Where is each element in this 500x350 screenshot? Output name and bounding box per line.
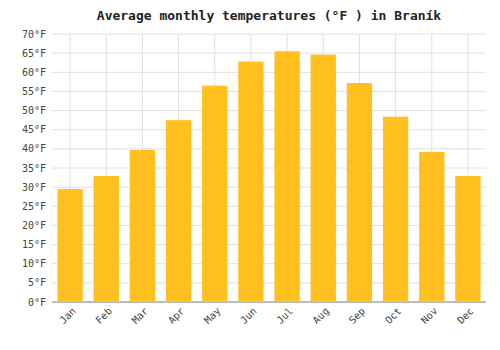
chart: Average monthly temperatures (°F ) in Br… [0,0,500,350]
y-tick-label: 60°F [22,67,46,78]
bars [57,51,480,302]
title: Average monthly temperatures (°F ) in Br… [97,8,442,23]
grid [52,34,486,302]
y-tick-label: 40°F [22,143,46,154]
y-tick-label: 30°F [22,182,46,193]
x-tick-label: Jan [57,305,78,326]
bar [311,55,336,302]
y-grid-line [52,72,486,73]
x-tick-label: Jul [274,305,295,326]
y-grid-line [52,53,486,54]
x-tick-label: Oct [383,305,404,326]
y-tick-label: 55°F [22,86,46,97]
y-grid-line [52,34,486,35]
axes: 0°F 5°F 10°F 15°F 20°F 25°F 30°F 35°F 40°F 45°F 50… [22,29,486,326]
y-tick-label: 25°F [22,201,46,212]
y-tick-label: 65°F [22,48,46,59]
x-tick-label: Sep [347,305,368,326]
y-tick-label: 5°F [28,277,46,288]
bar [347,83,372,302]
bar [383,117,408,302]
y-tick-label: 15°F [22,239,46,250]
y-grid-line [52,129,486,130]
bar [94,176,119,302]
bar [130,150,155,302]
y-tick-label: 45°F [22,124,46,135]
y-grid-line [52,91,486,92]
bar [202,86,227,302]
chart-container: Average monthly temperatures (°F ) in Br… [0,0,500,350]
x-tick-label: May [202,305,223,326]
y-tick-label: 10°F [22,258,46,269]
x-tick-label: Aug [310,305,331,326]
bar [455,176,480,302]
bar [419,152,444,302]
x-tick-label: Mar [130,305,151,326]
x-tick-label: Feb [93,305,114,326]
y-grid-line [52,110,486,111]
x-tick-label: Dec [455,305,476,326]
y-tick-label: 50°F [22,105,46,116]
bar [57,189,82,302]
bar [274,51,299,302]
y-grid-line [52,148,486,149]
y-tick-label: 35°F [22,163,46,174]
y-tick-label: 0°F [28,297,46,308]
bar [166,120,191,302]
y-tick-label: 20°F [22,220,46,231]
x-tick-label: Apr [166,305,187,326]
x-tick-label: Nov [419,305,440,326]
bar [238,62,263,302]
y-tick-label: 70°F [22,29,46,40]
x-tick-label: Jun [238,305,259,326]
